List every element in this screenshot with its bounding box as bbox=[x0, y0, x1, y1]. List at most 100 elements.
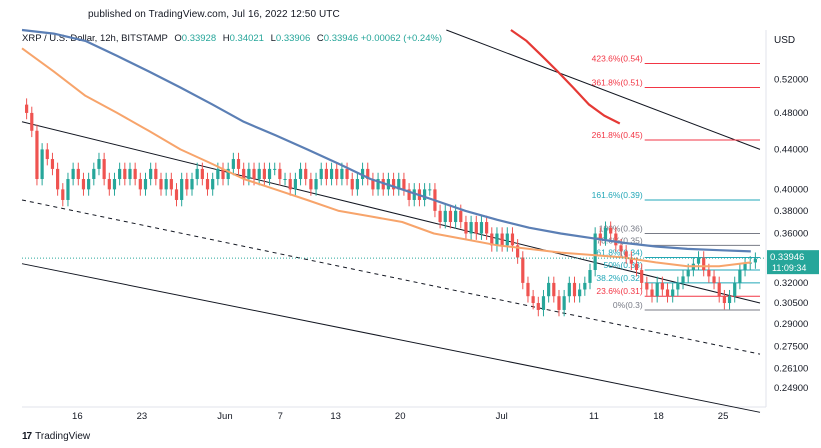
candle-body bbox=[717, 282, 721, 297]
candle-body bbox=[216, 168, 220, 180]
candle-body bbox=[133, 168, 137, 180]
low-key: L bbox=[270, 33, 276, 44]
candle-body bbox=[422, 189, 427, 200]
candle-body bbox=[200, 168, 204, 180]
time-tick-label: Jul bbox=[496, 411, 508, 422]
candle-body bbox=[169, 179, 173, 190]
candle-body bbox=[645, 282, 649, 290]
candle-body bbox=[696, 257, 701, 264]
candle-body bbox=[71, 168, 75, 180]
price-tick-label: 0.48000 bbox=[774, 108, 808, 119]
candle-body bbox=[588, 269, 592, 283]
candle-body bbox=[61, 189, 65, 200]
tradingview-logo-icon: 17 bbox=[22, 431, 32, 442]
open-key: O bbox=[174, 33, 182, 44]
time-tick-label: 16 bbox=[72, 411, 83, 422]
candle-body bbox=[722, 296, 726, 304]
candle-body bbox=[629, 257, 633, 264]
candle-body bbox=[324, 168, 328, 180]
candle-body bbox=[45, 149, 49, 160]
candle-body bbox=[578, 289, 582, 297]
candle-body bbox=[252, 168, 256, 180]
candle-body bbox=[118, 168, 122, 180]
candle-body bbox=[257, 168, 261, 180]
low-value: 0.33906 bbox=[275, 33, 311, 44]
candle-body bbox=[87, 179, 91, 190]
candle-body bbox=[603, 227, 608, 240]
candle-body bbox=[505, 233, 509, 246]
candle-body bbox=[345, 168, 349, 180]
price-tick-label: 0.27500 bbox=[774, 341, 808, 352]
candle-body bbox=[593, 233, 597, 270]
candle-body bbox=[319, 168, 323, 180]
candle-body bbox=[350, 179, 354, 190]
candle-body bbox=[702, 257, 706, 270]
candle-body bbox=[278, 168, 282, 180]
candle-body bbox=[557, 296, 561, 310]
price-axis: 0.52000 0.48000 0.44000 0.40000 0.38000 0.360… bbox=[774, 74, 808, 394]
candle-body bbox=[283, 179, 287, 181]
candle-body bbox=[366, 168, 370, 180]
candle-body bbox=[448, 210, 453, 223]
symbol-label: XRP / U.S. Dollar, 12h, BITSTAMP bbox=[22, 33, 168, 44]
candle-body bbox=[174, 189, 179, 200]
channel-top-line bbox=[446, 29, 761, 150]
candle-body bbox=[56, 168, 60, 190]
candle-body bbox=[397, 179, 401, 190]
price-tick-label: 0.24900 bbox=[774, 383, 808, 394]
fib-level-label: 38.2%(0.32) bbox=[596, 273, 642, 283]
candle-body bbox=[76, 168, 80, 180]
candle-body bbox=[112, 179, 117, 190]
candle-body bbox=[185, 179, 189, 190]
fib-level-label: 50%(0.33) bbox=[603, 260, 642, 270]
close-key: C bbox=[316, 33, 324, 44]
current-price-countdown: 11:09:34 bbox=[772, 263, 806, 273]
candle-body bbox=[314, 179, 318, 190]
candle-body bbox=[567, 282, 571, 297]
high-value: 0.34021 bbox=[229, 33, 264, 44]
fib-level-label: 61.8%(0.34) bbox=[596, 247, 642, 257]
candle-body bbox=[138, 179, 142, 190]
candle-body bbox=[360, 168, 365, 180]
fib-level-label: 78.6%(0.35) bbox=[596, 235, 642, 245]
open-value: 0.33928 bbox=[181, 33, 217, 44]
time-tick-label: 7 bbox=[278, 411, 283, 422]
candle-body bbox=[712, 276, 716, 283]
candle-body bbox=[438, 210, 442, 223]
candle-body bbox=[149, 168, 153, 180]
high-key: H bbox=[222, 33, 230, 44]
candle-body bbox=[650, 289, 654, 297]
candle-body bbox=[459, 210, 463, 223]
sma-slow-line bbox=[21, 28, 751, 253]
candle-body bbox=[262, 168, 266, 180]
candle-body bbox=[267, 168, 272, 180]
channel-upper-line bbox=[21, 121, 761, 304]
channel-lower-line bbox=[21, 263, 761, 413]
time-tick-label: 25 bbox=[718, 411, 729, 422]
candle-body bbox=[583, 282, 587, 290]
candle-body bbox=[485, 222, 489, 234]
candle-body bbox=[30, 112, 34, 131]
candle-body bbox=[205, 179, 210, 190]
candle-body bbox=[376, 179, 380, 190]
sma-fast-line bbox=[21, 47, 751, 268]
time-tick-label: 20 bbox=[395, 411, 406, 422]
candle-body bbox=[469, 222, 473, 234]
candle-body bbox=[743, 263, 747, 270]
candle-body bbox=[552, 282, 556, 297]
candle-body bbox=[355, 179, 360, 190]
candle-body bbox=[516, 245, 520, 258]
candle-body bbox=[634, 263, 639, 270]
candle-body bbox=[733, 282, 737, 297]
candle-body bbox=[428, 189, 432, 191]
candle-body bbox=[412, 189, 416, 200]
candle-body bbox=[293, 179, 297, 190]
candle-body bbox=[329, 168, 334, 180]
time-tick-label: 23 bbox=[137, 411, 148, 422]
candle-body bbox=[242, 168, 246, 180]
candle-body bbox=[40, 149, 44, 180]
grid bbox=[22, 30, 767, 408]
candle-body bbox=[490, 233, 494, 246]
candle-body bbox=[25, 104, 29, 113]
